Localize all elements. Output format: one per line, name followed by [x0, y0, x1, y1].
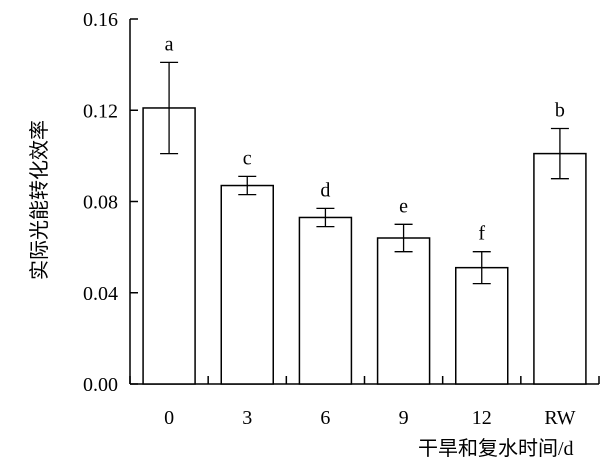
y-tick-label: 0.16 — [83, 9, 118, 31]
y-tick-label: 0.12 — [83, 100, 118, 122]
significance-label: d — [320, 179, 330, 201]
y-axis-title: 实际光能转化效率 — [28, 120, 51, 280]
significance-label: c — [243, 147, 252, 169]
significance-label: f — [478, 223, 485, 245]
plot-area: 0.00 0.04 0.08 0.12 0.16 a 0 c 3 d 6 e 9 f 12 b RW — [83, 9, 600, 429]
x-axis-title: 干旱和复水时间/d — [418, 437, 574, 460]
category-label: 3 — [242, 407, 252, 429]
category-label: RW — [544, 407, 575, 429]
bar — [533, 152, 587, 385]
bar — [376, 237, 431, 385]
significance-label: e — [399, 195, 408, 217]
significance-label: b — [555, 100, 565, 122]
bar — [220, 184, 274, 385]
category-label: 9 — [399, 407, 409, 429]
significance-label: a — [165, 33, 174, 55]
bar — [298, 216, 353, 385]
y-tick-label: 0.00 — [83, 374, 118, 396]
y-tick-label: 0.08 — [83, 192, 118, 214]
category-label: 0 — [164, 407, 174, 429]
category-label: 6 — [320, 407, 330, 429]
category-label: 12 — [472, 407, 492, 429]
bar — [455, 266, 509, 385]
y-tick-label: 0.04 — [83, 283, 118, 305]
